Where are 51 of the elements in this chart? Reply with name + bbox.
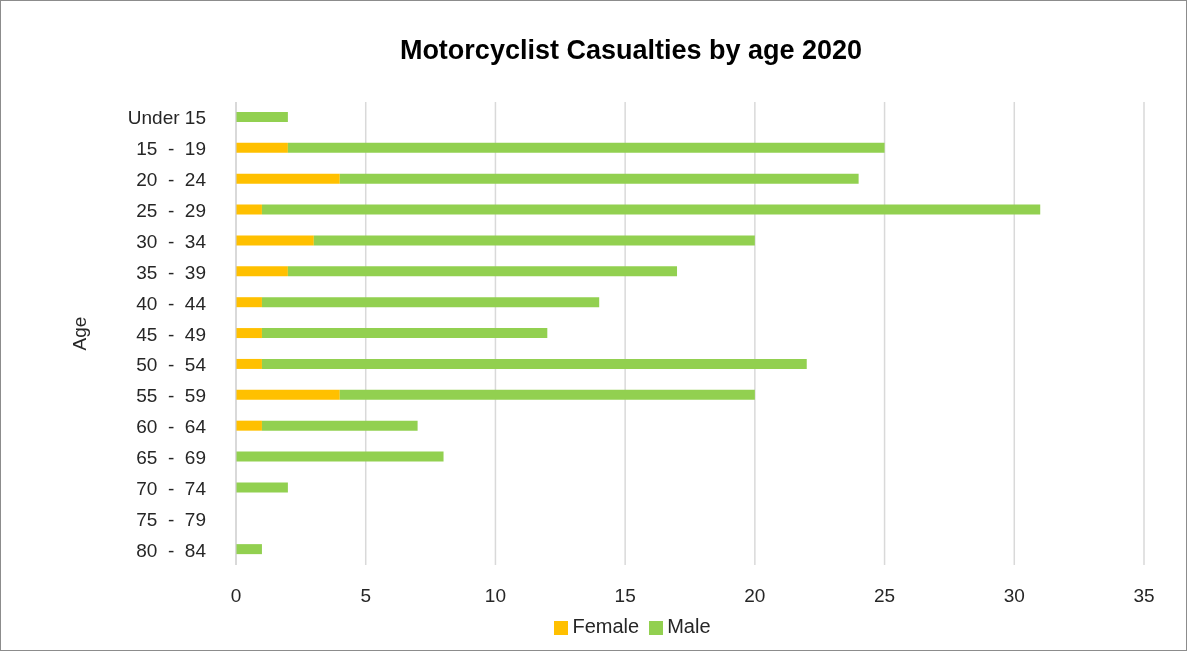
x-tick-label: 15: [614, 585, 636, 607]
bar: [261, 204, 1041, 215]
bar: [261, 328, 548, 339]
legend-label: Female: [572, 615, 640, 637]
y-tick-label: 30 - 34: [136, 230, 207, 252]
bar: [339, 389, 755, 400]
bar: [287, 266, 678, 277]
bar: [236, 142, 288, 153]
y-tick-label: 50 - 54: [136, 354, 207, 376]
bar: [236, 482, 288, 493]
x-tick-label: 5: [360, 585, 371, 607]
x-tick-label: 20: [744, 585, 766, 607]
y-tick-label: 75 - 79: [136, 508, 206, 530]
bar: [339, 173, 859, 184]
bar: [236, 328, 262, 339]
y-tick-label: 60 - 64: [136, 416, 207, 438]
bar: [236, 235, 314, 246]
bar: [261, 297, 600, 308]
bar: [261, 420, 418, 431]
y-tick-label: 20 - 24: [136, 169, 207, 191]
chart-title: Motorcyclist Casualties by age 2020: [398, 35, 864, 66]
y-tick-label: Under 15: [127, 107, 206, 129]
bar: [236, 358, 262, 369]
x-tick-label: 30: [1003, 585, 1025, 607]
y-tick-label: 40 - 44: [136, 292, 207, 314]
bar: [236, 297, 262, 308]
bar: [236, 544, 262, 555]
y-tick-label: 35 - 39: [136, 261, 206, 283]
x-tick-label: 35: [1133, 585, 1155, 607]
y-tick-label: 70 - 74: [136, 477, 207, 499]
bar: [261, 358, 807, 369]
bar: [236, 112, 288, 122]
bar: [236, 204, 262, 215]
x-tick-label: 10: [484, 585, 506, 607]
bar: [236, 173, 340, 184]
bar: [236, 266, 288, 277]
bar: [287, 142, 885, 153]
legend-label: Male: [667, 615, 711, 637]
bar: [236, 420, 262, 431]
y-axis-title: Age: [68, 316, 90, 351]
bar: [236, 451, 444, 462]
y-tick-label: 80 - 84: [136, 539, 207, 561]
y-tick-label: 55 - 59: [136, 385, 206, 407]
bar: [313, 235, 755, 246]
bar: [236, 389, 340, 400]
y-tick-label: 65 - 69: [136, 446, 206, 468]
x-tick-label: 0: [230, 585, 242, 607]
y-tick-label: 25 - 29: [136, 200, 206, 222]
x-tick-label: 25: [874, 585, 896, 607]
y-tick-label: 45 - 49: [136, 323, 206, 345]
y-tick-label: 15 - 19: [136, 138, 206, 160]
